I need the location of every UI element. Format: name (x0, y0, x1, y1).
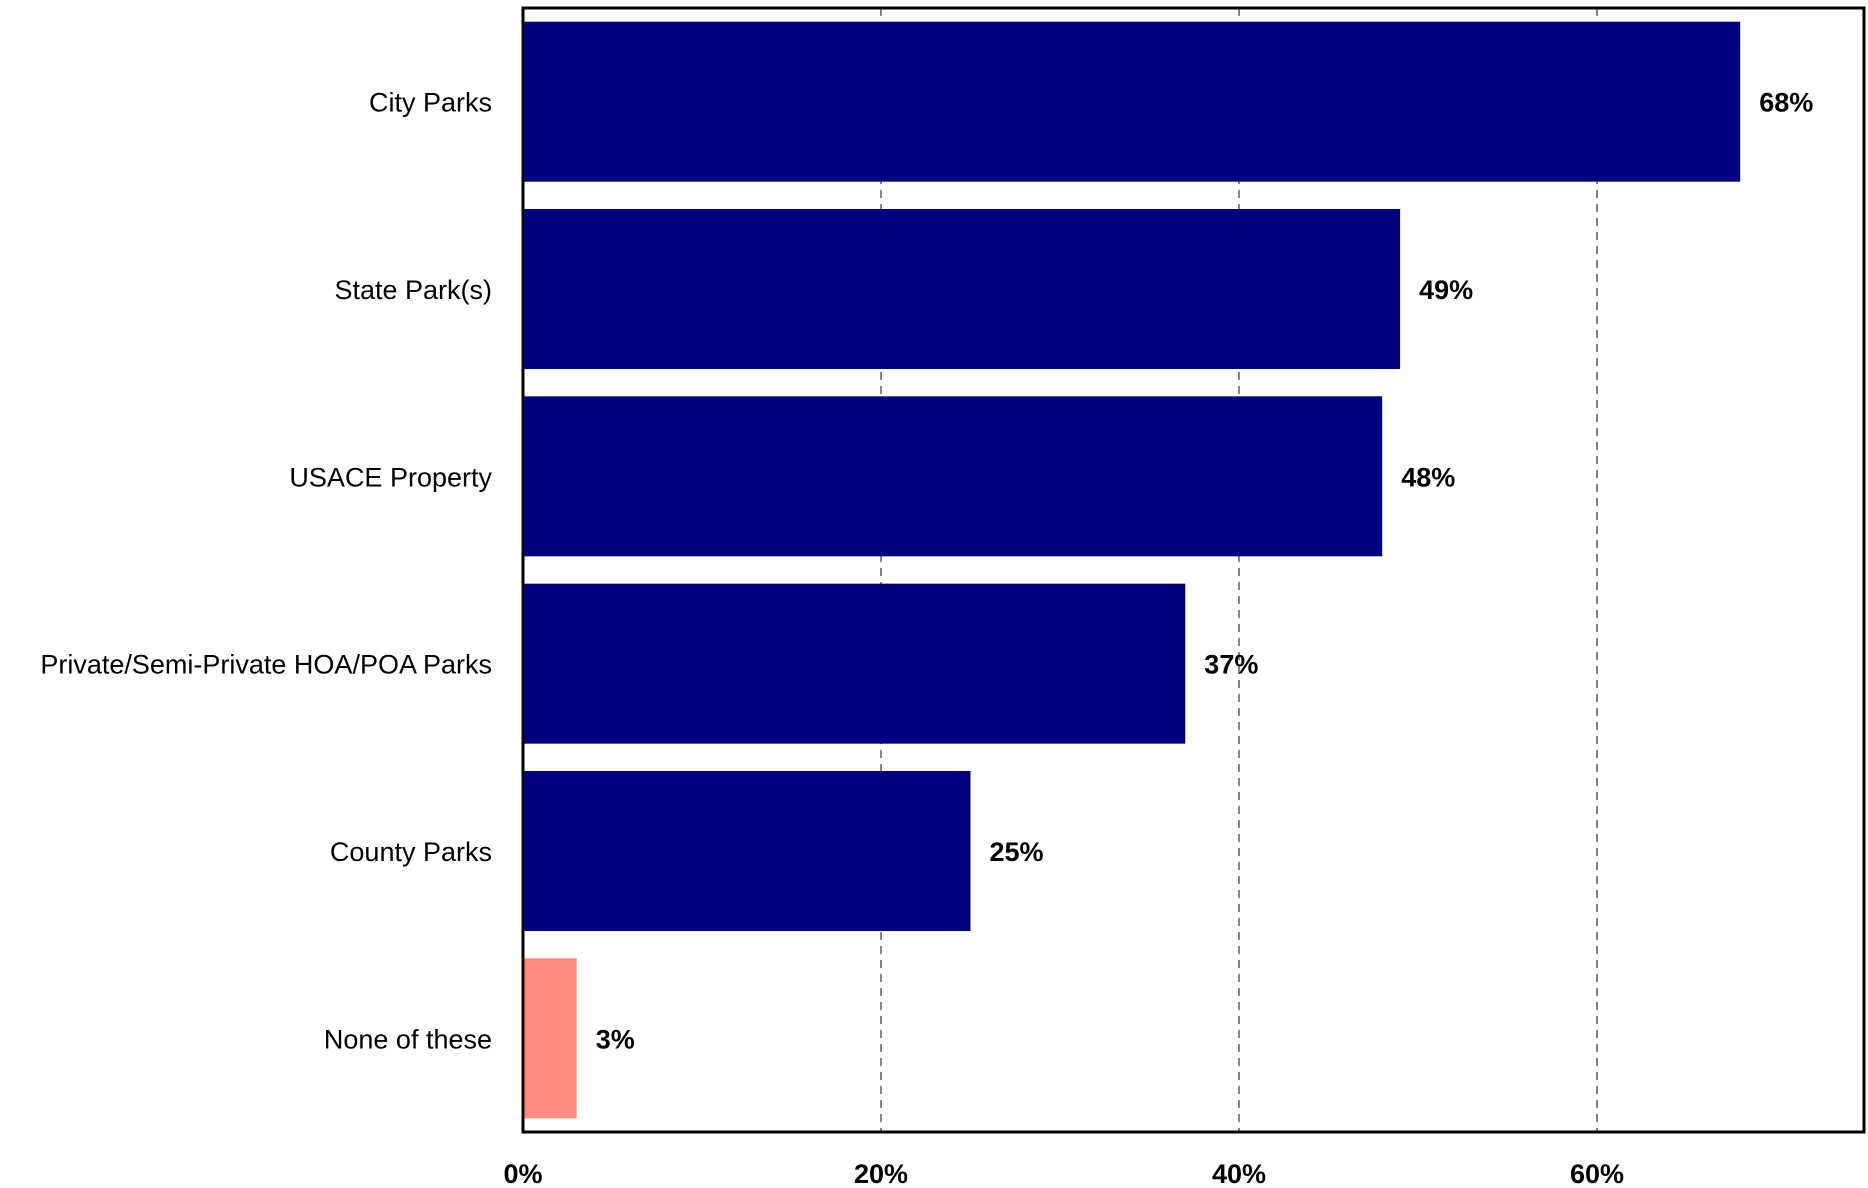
bar (523, 209, 1401, 369)
bar (523, 21, 1741, 182)
value-label: 49% (1419, 275, 1473, 305)
gridlines (880, 8, 1598, 1132)
value-labels: 68% 49% 48% 37% 25% 3% (596, 88, 1814, 1055)
x-tick-label: 40% (1212, 1159, 1266, 1188)
x-tick-label: 20% (854, 1159, 908, 1188)
category-label: County Parks (330, 837, 492, 867)
value-label: 48% (1401, 462, 1455, 492)
category-label: State Park(s) (334, 275, 492, 305)
x-tick-label: 0% (503, 1159, 542, 1188)
bars (523, 21, 1741, 1119)
value-label: 25% (990, 837, 1044, 867)
bar (523, 958, 577, 1119)
category-label: None of these (324, 1024, 492, 1054)
category-labels: City Parks State Park(s) USACE Property Pri… (40, 88, 492, 1055)
x-axis-ticks: 0% 20% 40% 60% (503, 1159, 1624, 1188)
value-label: 68% (1759, 88, 1813, 118)
bar (523, 396, 1383, 557)
category-label: Private/Semi-Private HOA/POA Parks (40, 650, 492, 680)
category-label: USACE Property (289, 462, 492, 492)
category-label: City Parks (369, 88, 492, 118)
bar (523, 583, 1186, 744)
x-tick-label: 60% (1570, 1159, 1624, 1188)
bar (523, 771, 971, 931)
value-label: 37% (1204, 650, 1258, 680)
value-label: 3% (596, 1024, 635, 1054)
plot-frame (521, 6, 1866, 1134)
